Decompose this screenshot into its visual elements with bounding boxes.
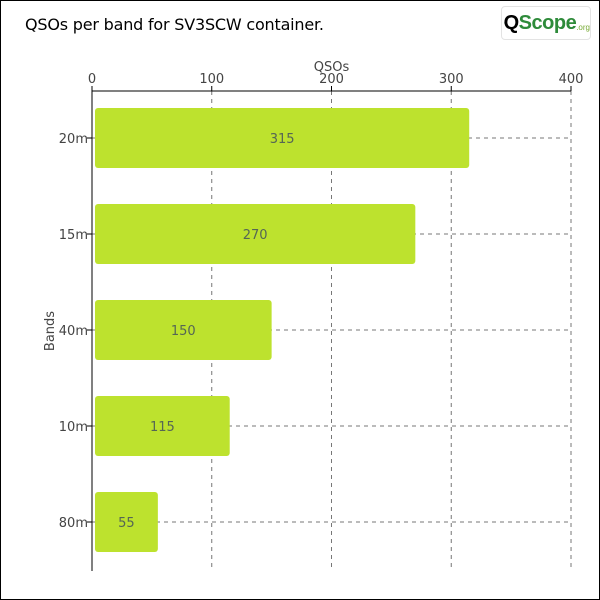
- x-tick-label: 400: [559, 72, 584, 87]
- x-tick-label: 0: [88, 72, 96, 87]
- chart-title: QSOs per band for SV3SCW container.: [25, 15, 324, 34]
- magnifier-icon: [504, 22, 506, 24]
- y-tick-label: 10m: [59, 420, 88, 435]
- x-tick-label: 200: [319, 72, 344, 87]
- bar: [95, 396, 230, 456]
- bar: [95, 492, 158, 552]
- logo-suffix: .org: [576, 23, 590, 32]
- bar-value-label: 315: [270, 132, 295, 147]
- y-tick-label: 20m: [59, 132, 88, 147]
- bar-value-label: 150: [171, 324, 196, 339]
- y-tick-label: 15m: [59, 228, 88, 243]
- x-tick-label: 100: [199, 72, 224, 87]
- bar: [95, 204, 416, 264]
- bar-value-label: 55: [118, 516, 135, 531]
- bar-value-label: 115: [150, 420, 175, 435]
- logo-q: Q: [503, 11, 520, 34]
- y-axis-label: Bands: [43, 311, 58, 351]
- logo-scope: Scope: [518, 11, 577, 34]
- qscope-logo: QScope .org: [501, 6, 591, 40]
- x-axis-label: QSOs: [314, 60, 350, 75]
- y-tick-label: 40m: [59, 324, 88, 339]
- bar-value-label: 270: [243, 228, 268, 243]
- x-tick-label: 300: [439, 72, 464, 87]
- bar: [95, 300, 272, 360]
- logo-wordmark: QScope: [504, 12, 577, 35]
- y-tick-label: 80m: [59, 516, 88, 531]
- bar: [95, 108, 470, 168]
